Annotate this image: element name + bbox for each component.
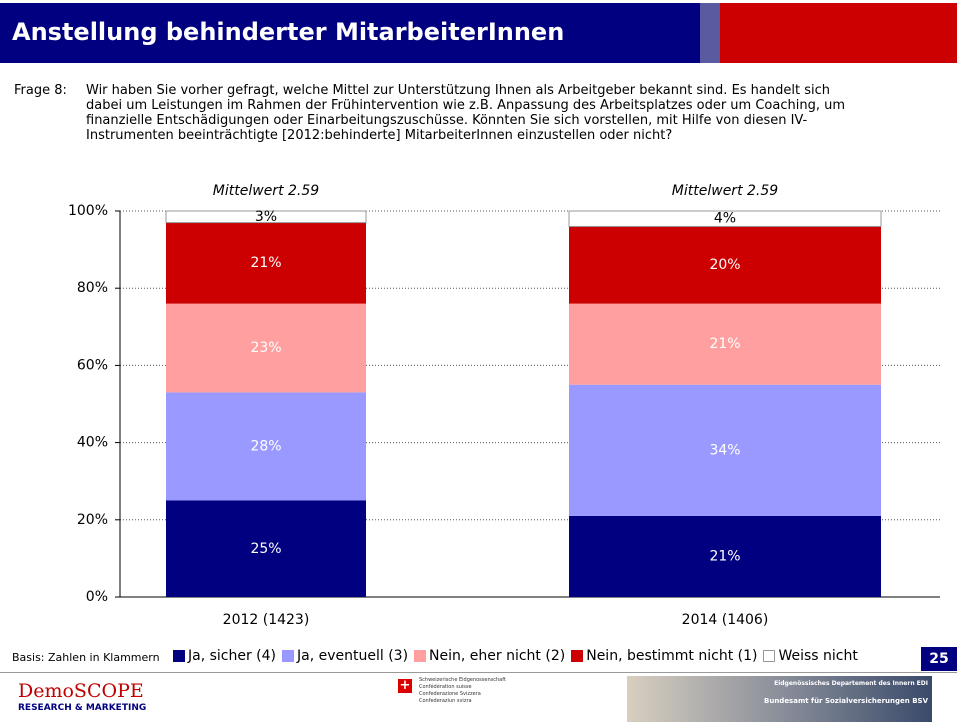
banner: Eidgenössisches Departement des Innern E… bbox=[627, 676, 932, 722]
question-text: Wir haben Sie vorher gefragt, welche Mit… bbox=[86, 83, 866, 143]
x-tick-label: 2012 (1423) bbox=[223, 612, 310, 628]
data-label: 34% bbox=[709, 442, 740, 458]
annotation: Mittelwert 2.59 bbox=[672, 183, 778, 199]
swiss-line: Confederaziun svizra bbox=[419, 698, 506, 705]
basis-note: Basis: Zahlen in Klammern bbox=[12, 651, 160, 664]
legend-swatch bbox=[173, 650, 185, 662]
header-accent bbox=[700, 3, 720, 63]
data-label: 23% bbox=[250, 340, 281, 356]
logo-name: DemoSCOPE bbox=[18, 680, 144, 702]
banner-text: Bundesamt für Sozialversicherungen BSV bbox=[764, 697, 928, 705]
legend-swatch bbox=[763, 650, 775, 662]
y-tick-label: 40% bbox=[77, 435, 108, 451]
x-tick-label: 2014 (1406) bbox=[682, 612, 769, 628]
chart: 0% 20% 40% 60% 80% 100% 25% 28% 23% 21% 3% 2012 (14… bbox=[0, 170, 957, 640]
swiss-line: Confédération suisse bbox=[419, 684, 506, 691]
legend-label: Nein, eher nicht (2) bbox=[429, 648, 565, 664]
data-label: 4% bbox=[714, 211, 736, 227]
y-tick-label: 80% bbox=[77, 280, 108, 296]
legend-label: Ja, eventuell (3) bbox=[297, 648, 408, 664]
legend-swatch bbox=[414, 650, 426, 662]
legend-swatch bbox=[571, 650, 583, 662]
data-label: 25% bbox=[250, 541, 281, 557]
header-accent bbox=[720, 3, 957, 63]
legend-label: Ja, sicher (4) bbox=[188, 648, 276, 664]
swiss-line: Schweizerische Eidgenossenschaft bbox=[419, 677, 506, 684]
y-tick-label: 20% bbox=[77, 512, 108, 528]
legend: Ja, sicher (4) Ja, eventuell (3) Nein, ehe… bbox=[173, 648, 858, 664]
banner-text: Eidgenössisches Departement des Innern E… bbox=[774, 680, 928, 687]
legend-label: Nein, bestimmt nicht (1) bbox=[586, 648, 757, 664]
legend-item: Nein, bestimmt nicht (1) bbox=[571, 648, 757, 664]
legend-item: Weiss nicht bbox=[763, 648, 857, 664]
legend-item: Ja, sicher (4) bbox=[173, 648, 276, 664]
legend-swatch bbox=[282, 650, 294, 662]
y-tick-label: 60% bbox=[77, 357, 108, 373]
legend-item: Ja, eventuell (3) bbox=[282, 648, 408, 664]
page-number: 25 bbox=[921, 647, 957, 671]
data-label: 20% bbox=[709, 257, 740, 273]
annotation: Mittelwert 2.59 bbox=[213, 183, 319, 199]
title: Anstellung behinderter MitarbeiterInnen bbox=[12, 18, 564, 46]
data-label: 3% bbox=[255, 209, 277, 225]
y-tick-label: 0% bbox=[86, 589, 108, 605]
question-label: Frage 8: bbox=[14, 83, 67, 98]
data-label: 21% bbox=[709, 548, 740, 564]
data-label: 28% bbox=[250, 438, 281, 454]
y-tick-label: 100% bbox=[68, 203, 108, 219]
data-label: 21% bbox=[250, 255, 281, 271]
data-label: 21% bbox=[709, 336, 740, 352]
swiss-flag: + bbox=[398, 679, 412, 693]
swiss-line: Confederazione Svizzera bbox=[419, 691, 506, 698]
legend-item: Nein, eher nicht (2) bbox=[414, 648, 565, 664]
footer-rule bbox=[0, 672, 957, 673]
logo-sub: RESEARCH & MARKETING bbox=[18, 703, 146, 713]
slide: Anstellung behinderter MitarbeiterInnen … bbox=[0, 0, 957, 724]
legend-label: Weiss nicht bbox=[778, 648, 857, 664]
